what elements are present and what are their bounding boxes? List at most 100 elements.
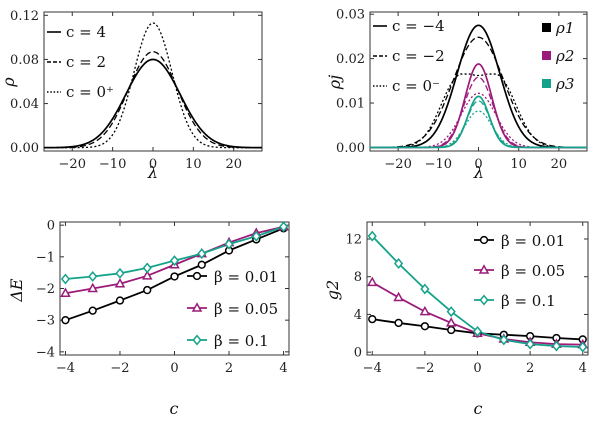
data-point xyxy=(192,334,202,346)
legend-swatch xyxy=(542,51,551,60)
y-tick-label: 0.01 xyxy=(336,97,365,112)
x-tick-label: −10 xyxy=(99,157,126,172)
x-tick-label: 2 xyxy=(526,361,534,376)
x-tick-label: 20 xyxy=(551,157,568,172)
data-point xyxy=(191,302,203,312)
y-tick-label: −4 xyxy=(36,345,55,360)
data-point xyxy=(446,306,456,318)
legend-label: c = 2 xyxy=(66,53,106,71)
y-tick-label: 0.03 xyxy=(336,8,365,23)
x-tick-label: −2 xyxy=(415,361,434,376)
data-point xyxy=(115,296,125,305)
y-tick-label: 0 xyxy=(47,219,55,234)
series-line xyxy=(44,51,262,149)
data-point xyxy=(141,270,153,280)
legend-label: ρ3 xyxy=(555,75,574,93)
panel-bottom-right: −4 −2 0 2 4 0 4 8 12 g2 c β = 0.01 β = 0.05 β = 0.1 xyxy=(323,221,589,418)
x-axis-label: c xyxy=(474,399,483,418)
legend-label: β = 0.05 xyxy=(214,300,278,318)
panel-top-right: −20 −10 0 10 20 0.00 0.01 0.02 0.03 ρj λ c = −4 c = … xyxy=(325,8,588,182)
data-point xyxy=(114,278,126,288)
y-tick-label: 0.00 xyxy=(10,141,39,156)
data-point xyxy=(368,315,377,324)
data-point xyxy=(87,282,98,293)
y-tick-label: 0.02 xyxy=(336,52,365,67)
x-tick-label: 20 xyxy=(225,157,242,172)
legend-label: β = 0.01 xyxy=(214,268,278,286)
data-point xyxy=(551,340,562,352)
x-tick-label: 2 xyxy=(225,361,233,376)
x-tick-label: −4 xyxy=(363,361,382,376)
x-tick-label: 0 xyxy=(149,157,157,172)
y-tick-label: 0 xyxy=(354,346,362,361)
y-tick-label: −1 xyxy=(36,250,55,265)
legend-label: β = 0.05 xyxy=(501,262,565,280)
x-tick-label: −10 xyxy=(425,157,452,172)
data-point xyxy=(445,317,457,327)
data-point xyxy=(115,267,125,279)
y-axis-label: ΔE xyxy=(7,278,26,303)
x-tick-label: −2 xyxy=(110,361,129,376)
x-tick-label: −20 xyxy=(59,157,86,172)
data-point xyxy=(197,260,206,269)
data-point xyxy=(479,294,489,306)
data-point xyxy=(447,325,456,335)
data-point xyxy=(88,270,98,282)
series-line xyxy=(370,92,587,149)
data-point xyxy=(224,238,234,250)
data-point xyxy=(143,285,152,295)
data-point xyxy=(525,338,535,350)
data-point xyxy=(419,305,431,316)
y-axis-label: ρj xyxy=(325,75,344,90)
x-tick-label: 0 xyxy=(474,157,482,172)
y-axis-label: g2 xyxy=(323,280,342,300)
series-line xyxy=(44,22,262,149)
data-point xyxy=(142,262,152,274)
legend-label: ρ2 xyxy=(555,47,574,65)
y-tick-label: 0.04 xyxy=(10,97,39,112)
x-axis-label: λ xyxy=(473,163,484,182)
data-point xyxy=(251,230,261,242)
series-line xyxy=(370,95,587,149)
y-tick-label: 4 xyxy=(354,308,362,323)
x-tick-label: 0 xyxy=(473,361,481,376)
data-point xyxy=(88,306,97,315)
series-line xyxy=(370,110,587,149)
y-tick-label: 0.08 xyxy=(10,53,39,68)
data-point xyxy=(366,276,378,287)
data-point xyxy=(60,273,71,285)
y-tick-label: 0.12 xyxy=(10,9,39,24)
data-point xyxy=(170,272,179,281)
data-point xyxy=(420,283,430,295)
x-axis-label: λ xyxy=(147,163,158,182)
data-point xyxy=(420,322,430,331)
y-axis-label: ρ xyxy=(0,77,18,88)
data-point xyxy=(61,316,70,325)
legend-label: β = 0.1 xyxy=(501,292,556,310)
data-point xyxy=(197,248,207,260)
data-point xyxy=(169,255,180,267)
panel-top-left: −20 −10 0 10 20 0.00 0.04 0.08 0.12 ρ λ c = 4 c = 2 c… xyxy=(0,9,263,182)
legend-label: c = −4 xyxy=(392,17,445,35)
data-point xyxy=(472,325,483,337)
data-point xyxy=(478,264,490,274)
legend-label: β = 0.1 xyxy=(214,332,269,350)
x-tick-label: 0 xyxy=(170,361,178,376)
data-point xyxy=(578,341,588,353)
x-tick-label: 4 xyxy=(579,361,587,376)
data-point xyxy=(499,334,509,346)
data-point xyxy=(394,318,403,328)
series-line xyxy=(370,36,587,149)
data-point xyxy=(192,271,202,281)
series-line xyxy=(370,100,587,149)
data-point xyxy=(278,221,289,233)
series-line xyxy=(370,73,587,149)
legend-label: c = 4 xyxy=(66,23,106,41)
x-tick-label: −4 xyxy=(56,361,75,376)
legend-label: c = 0⁻ xyxy=(392,77,440,95)
data-point xyxy=(393,258,404,269)
y-tick-label: 8 xyxy=(354,270,362,285)
legend-swatch xyxy=(542,79,551,88)
legend-swatch xyxy=(542,23,551,32)
